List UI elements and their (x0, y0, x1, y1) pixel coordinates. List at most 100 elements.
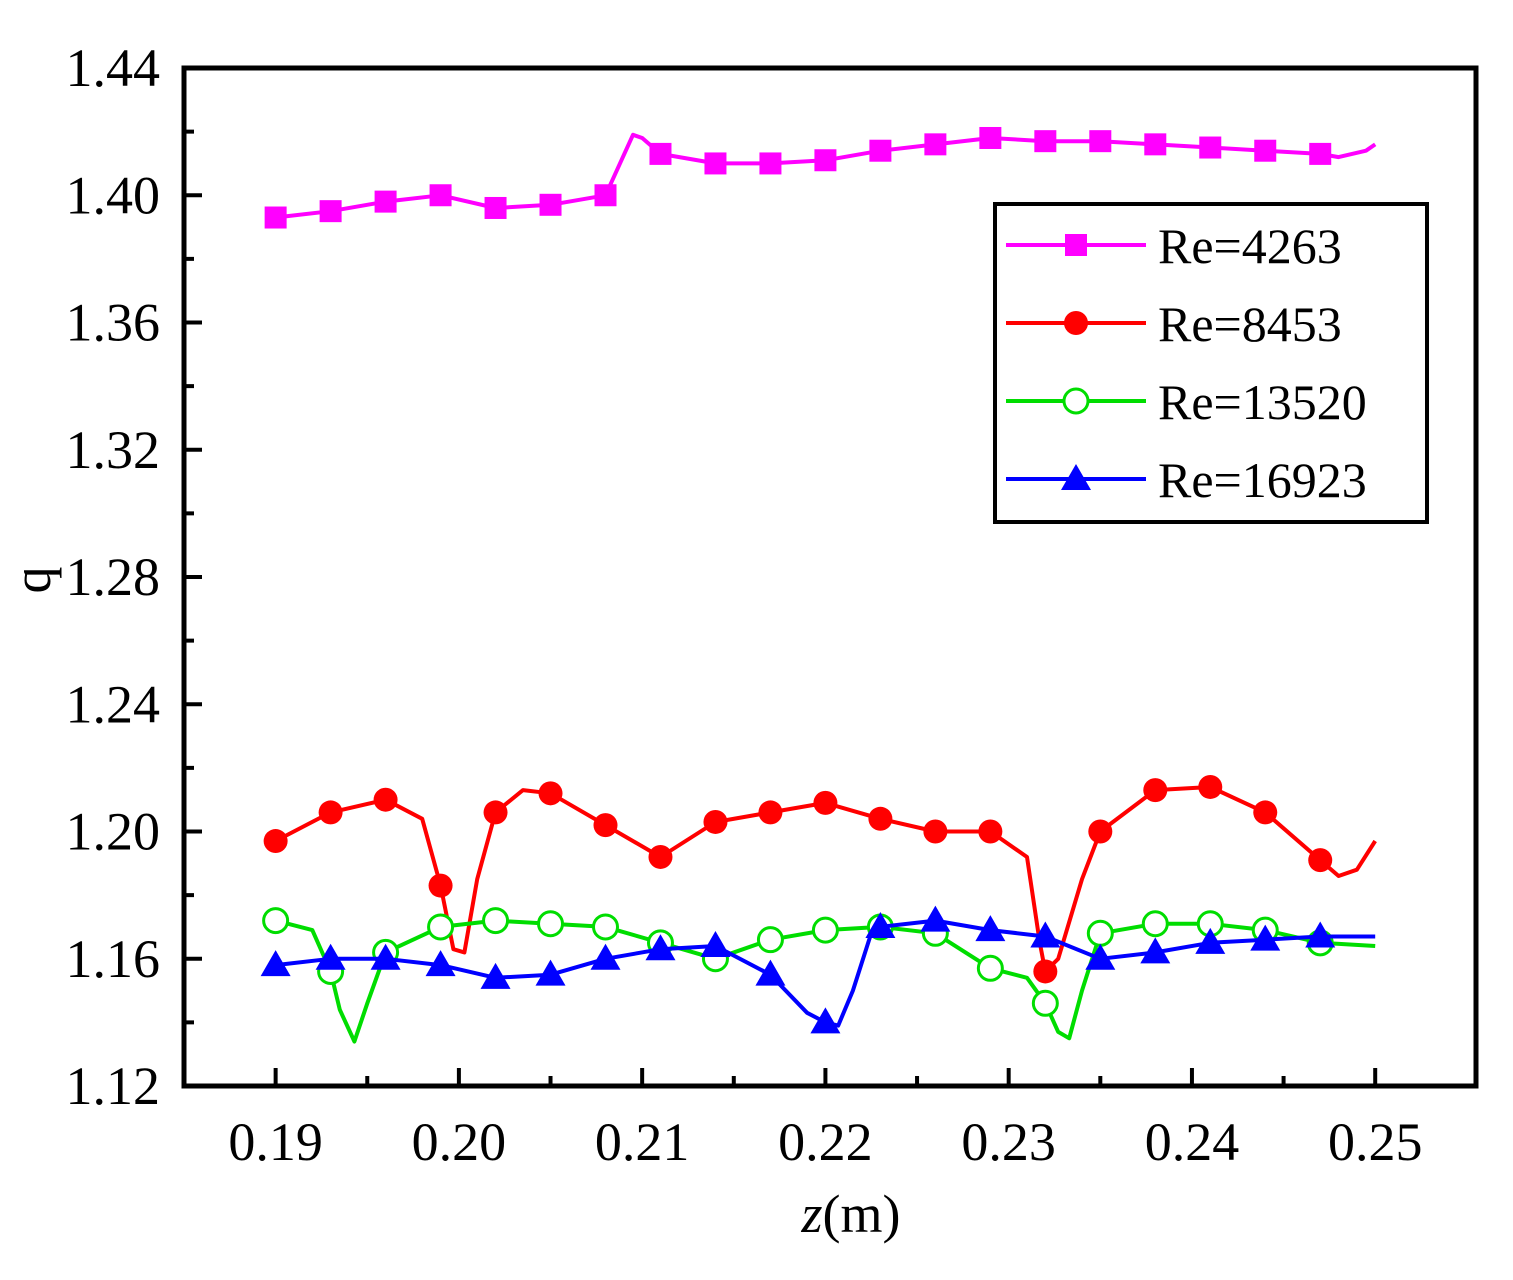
x-tick-label: 0.24 (1145, 1112, 1240, 1172)
data-point (1140, 937, 1171, 964)
series-2 (262, 907, 1376, 1044)
data-point (924, 133, 947, 156)
data-point (1250, 924, 1281, 951)
data-point (865, 911, 896, 938)
series-1 (263, 774, 1377, 984)
y-tick-label: 1.16 (66, 929, 161, 989)
data-point (1089, 130, 1112, 153)
data-point (1195, 927, 1226, 954)
data-point (264, 206, 287, 229)
data-point (483, 800, 508, 825)
data-point (1030, 921, 1061, 948)
data-point (756, 926, 784, 954)
data-point (759, 152, 782, 175)
data-point (482, 907, 510, 935)
data-point (810, 1007, 841, 1034)
x-tick-label: 0.19 (228, 1112, 323, 1172)
data-point (1086, 919, 1114, 947)
legend: Re=4263 Re=8453 Re=13520 Re=16923 (993, 202, 1429, 524)
legend-marker (1062, 387, 1090, 415)
series-layer (260, 126, 1377, 1044)
y-axis-title-text: q (2, 567, 62, 594)
data-point (373, 787, 398, 812)
data-point (1141, 910, 1169, 938)
x-axis-title: z(m) (801, 1184, 901, 1244)
axes-layer: 0.19 0.20 0.21 0.22 0.23 0.24 0.25 1.12 1.16 1.20… (66, 38, 1423, 1172)
data-point (592, 913, 620, 941)
data-point (1144, 133, 1167, 156)
data-point (539, 193, 562, 216)
data-point (427, 913, 455, 941)
legend-item: Re=13520 (1006, 374, 1367, 430)
data-point (429, 184, 452, 207)
data-point (1198, 774, 1223, 799)
data-point (425, 950, 456, 977)
data-point (484, 196, 507, 219)
data-point (869, 139, 892, 162)
y-tick-label: 1.44 (66, 38, 161, 98)
legend-label: Re=4263 (1158, 218, 1342, 274)
data-point (979, 126, 1002, 149)
legend-items: Re=4263 Re=8453 Re=13520 Re=16923 (1006, 218, 1367, 508)
data-point (978, 819, 1003, 844)
x-tick-label: 0.20 (412, 1112, 507, 1172)
x-tick-label: 0.21 (595, 1112, 690, 1172)
data-point (315, 943, 346, 970)
data-point (260, 950, 291, 977)
data-point (1034, 130, 1057, 153)
data-point (1088, 819, 1113, 844)
legend-label: Re=16923 (1158, 452, 1367, 508)
data-point (758, 800, 783, 825)
data-point (535, 959, 566, 986)
legend-marker (1065, 234, 1087, 256)
x-tick-label: 0.23 (961, 1112, 1056, 1172)
data-point (755, 959, 786, 986)
data-point (590, 943, 621, 970)
data-point (649, 142, 672, 165)
data-point (868, 806, 893, 831)
data-point (703, 809, 728, 834)
y-tick-label: 1.20 (66, 802, 161, 862)
legend-label: Re=8453 (1158, 296, 1342, 352)
series-3 (260, 905, 1376, 1034)
x-axis-title-unit: (m) (823, 1184, 901, 1244)
legend-item: Re=4263 (1006, 218, 1342, 274)
data-point (263, 829, 288, 854)
y-tick-label: 1.24 (66, 674, 161, 734)
data-point (318, 800, 343, 825)
legend-item: Re=8453 (1006, 296, 1342, 352)
data-point (594, 184, 617, 207)
data-point (920, 905, 951, 932)
data-point (645, 934, 676, 961)
data-point (1199, 136, 1222, 159)
legend-marker (1061, 464, 1091, 490)
y-tick-label: 1.28 (66, 547, 161, 607)
data-point (813, 790, 838, 815)
data-point (811, 916, 839, 944)
x-axis-title-variable: z (801, 1184, 823, 1244)
legend-label: Re=13520 (1158, 374, 1367, 430)
data-point (814, 149, 837, 172)
data-point (1033, 959, 1058, 984)
data-point (1143, 778, 1168, 803)
data-point (1254, 139, 1277, 162)
y-tick-label: 1.40 (66, 165, 161, 225)
legend-box (993, 202, 1429, 524)
data-point (262, 907, 290, 935)
data-point (593, 813, 618, 838)
data-point (538, 781, 563, 806)
y-tick-label: 1.32 (66, 420, 161, 480)
data-point (480, 962, 511, 989)
legend-marker (1064, 311, 1088, 335)
data-point (319, 200, 342, 223)
data-point (975, 915, 1006, 942)
data-point (1308, 848, 1333, 873)
series-0 (264, 126, 1377, 229)
y-tick-label: 1.36 (66, 293, 161, 353)
data-point (370, 943, 401, 970)
data-point (1253, 800, 1278, 825)
data-point (1085, 943, 1116, 970)
y-axis-title: q (2, 567, 62, 594)
data-point (374, 190, 397, 213)
